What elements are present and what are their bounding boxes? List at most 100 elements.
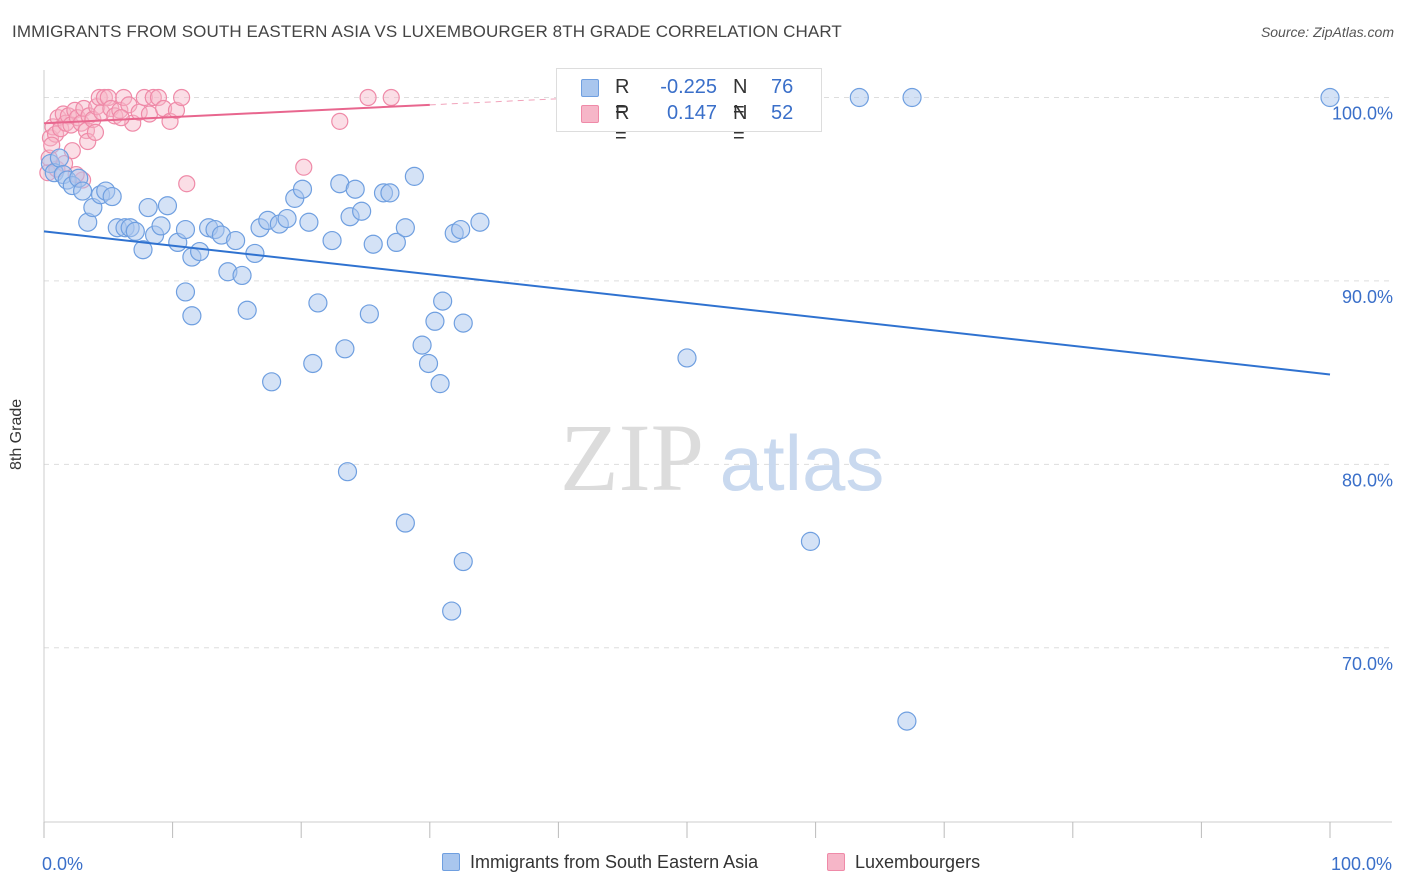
data-point-luxembourgers [331,112,349,130]
data-point-immigrants [182,306,202,326]
data-point-immigrants [335,339,355,359]
y-tick-label: 90.0% [1342,287,1393,307]
data-point-immigrants [352,201,372,221]
trend-lines [43,97,1331,376]
legend-r-label: R = [615,76,630,121]
data-point-immigrants [102,186,122,207]
source-label: Source: ZipAtlas.com [1260,24,1394,40]
data-point-immigrants [412,335,432,355]
data-point-immigrants [418,353,439,374]
data-point-immigrants [386,232,406,253]
data-point-immigrants [303,353,323,374]
legend-n-value: 76 [771,76,794,98]
data-point-immigrants [175,219,196,240]
data-point-immigrants [430,374,450,394]
data-point-immigrants [1320,87,1340,108]
x-tick-label: 100.0% [1331,854,1392,874]
legend-n-label: N = [733,76,748,121]
data-point-immigrants [849,87,869,108]
data-point-immigrants [157,196,178,216]
data-point-immigrants [395,513,415,533]
data-point-immigrants [226,230,246,251]
legend-n-label: N = [733,102,748,147]
data-point-immigrants [380,183,400,203]
data-point-immigrants [453,551,473,572]
data-point-immigrants [363,234,383,254]
data-point-immigrants [453,313,473,333]
legend-item-immigrants[interactable]: Immigrants from South Eastern Asia [442,852,758,873]
data-point-luxembourgers [295,158,313,176]
legend-item-luxembourgers[interactable]: Luxembourgers [827,852,980,873]
data-point-immigrants [133,240,153,260]
watermark-zip: ZIP [560,404,704,511]
legend-r-value: 0.147 [666,102,717,124]
data-point-luxembourgers [90,88,108,107]
data-point-immigrants [175,282,196,302]
data-point-immigrants [395,218,415,238]
data-point-immigrants [359,304,379,324]
legend-swatch-blue [442,853,460,871]
data-point-immigrants [425,311,445,331]
data-point-immigrants [72,181,93,201]
data-point-immigrants [442,601,462,621]
axes [43,70,1392,838]
data-point-luxembourgers [359,88,377,107]
watermark-atlas: atlas [720,419,885,507]
data-point-luxembourgers [95,88,114,107]
data-point-immigrants [345,179,365,199]
data-point-immigrants [902,87,922,108]
legend-n-value: 52 [771,102,794,124]
data-point-immigrants [677,348,697,368]
data-point-immigrants [151,216,171,236]
data-point-luxembourgers [112,109,130,127]
data-point-immigrants [125,221,145,242]
data-point-immigrants [277,208,297,229]
data-point-immigrants [337,462,358,482]
legend-r-value: -0.225 [660,76,717,98]
legend-swatch-pink [581,105,599,123]
data-point-luxembourgers [144,88,162,107]
correlation-legend: R = -0.225 N = 76 R = 0.147 N = 52 [556,68,822,147]
data-point-immigrants [404,166,424,186]
gridlines [44,97,1392,649]
chart-title: IMMIGRANTS FROM SOUTH EASTERN ASIA VS LU… [12,22,842,41]
legend-swatch-pink [827,853,845,871]
data-point-immigrants [262,372,282,392]
series-immigrants-se-asia [40,87,1340,731]
data-point-immigrants [299,212,319,232]
watermark: ZIP atlas [560,404,884,511]
trend-line-luxembourgers [43,103,430,125]
data-point-immigrants [433,291,453,311]
data-point-luxembourgers [167,101,186,119]
tick-labels: 70.0% 80.0% 90.0% 100.0% 0.0% 100.0% [42,104,1393,874]
data-point-luxembourgers [382,88,400,107]
data-point-immigrants [237,300,257,320]
data-point-immigrants [138,197,158,218]
y-tick-label: 70.0% [1342,654,1393,674]
data-point-immigrants [190,241,210,262]
data-point-luxembourgers [135,88,153,107]
data-point-immigrants [49,148,70,168]
data-point-immigrants [470,212,490,232]
data-point-luxembourgers [149,88,168,107]
y-tick-label: 100.0% [1332,104,1393,124]
data-point-luxembourgers [178,175,196,193]
data-point-luxembourgers [86,123,105,141]
legend-r-label: R = [615,102,630,147]
trend-line-immigrants [43,230,1331,376]
y-axis-label: 8th Grade [8,398,25,470]
legend-label-immigrants: Immigrants from South Eastern Asia [470,852,759,872]
data-point-luxembourgers [173,88,191,107]
y-tick-label: 80.0% [1342,470,1393,490]
x-tick-label: 0.0% [42,854,83,874]
data-point-immigrants [322,230,342,251]
data-point-immigrants [897,711,917,731]
data-point-immigrants [800,531,821,551]
legend-swatch-blue [581,79,599,97]
data-point-immigrants [292,179,313,199]
legend-label-luxembourgers: Luxembourgers [855,852,981,872]
data-point-immigrants [451,219,471,240]
trend-line-luxembourgers-extension [429,97,585,106]
data-point-immigrants [308,293,328,313]
